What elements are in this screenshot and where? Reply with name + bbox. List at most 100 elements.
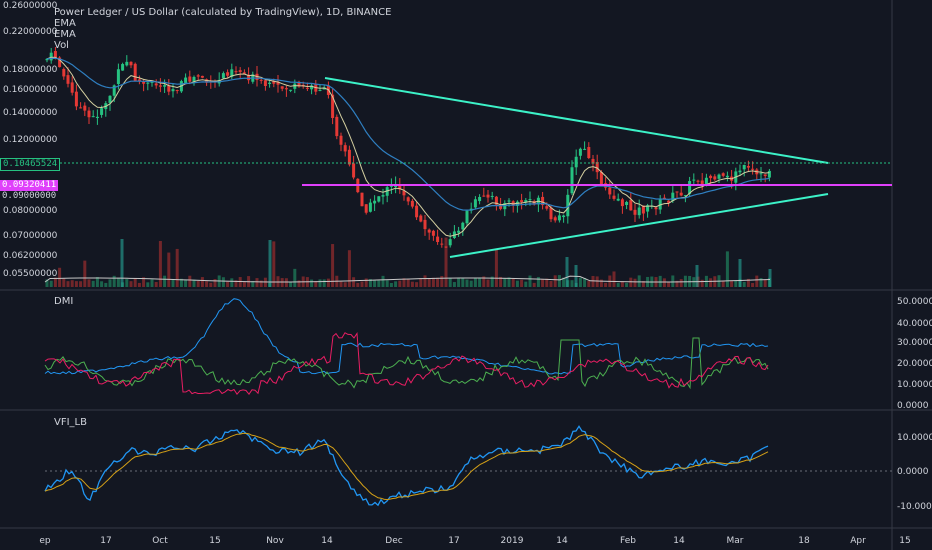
candle-body — [721, 173, 725, 176]
candle-body — [704, 177, 708, 186]
candle-body — [646, 205, 650, 212]
price-axis-label: 0.22000000 — [3, 27, 58, 37]
volume-bar — [45, 279, 49, 287]
candle-body — [272, 81, 276, 84]
volume-bar — [667, 281, 671, 287]
volume-bar — [637, 275, 641, 287]
candle-body — [616, 198, 620, 201]
volume-bar — [658, 275, 662, 287]
vfi-line — [44, 425, 769, 507]
volume-bar — [297, 280, 301, 287]
price-axis[interactable]: 0.26000000 0.22000000 0.18000000 0.16000000… — [3, 1, 58, 279]
time-axis-label: 17 — [100, 536, 111, 546]
volume-bar — [549, 280, 553, 287]
time-axis-label: Dec — [385, 536, 402, 546]
volume-bar — [104, 282, 108, 287]
volume-bar — [209, 282, 213, 287]
lower-trendline[interactable] — [449, 193, 829, 258]
ema-fast-legend[interactable]: EMA — [54, 18, 76, 29]
volume-bar — [511, 278, 515, 287]
ema-slow-legend[interactable]: EMA — [54, 29, 76, 40]
candle-body — [436, 236, 440, 243]
candle-body — [528, 199, 532, 201]
time-axis-label: 17 — [448, 536, 459, 546]
ema-lines — [46, 56, 770, 237]
ema-fast-line — [46, 56, 770, 237]
volume-bar — [595, 276, 599, 287]
volume-bar — [373, 280, 377, 287]
price-axis-label: 0.16000000 — [3, 85, 58, 95]
vfi-title[interactable]: VFI_LB — [54, 417, 87, 428]
volume-bar — [184, 279, 188, 287]
candle-body — [53, 50, 57, 58]
candle-body — [45, 58, 49, 61]
dmi-title[interactable]: DMI — [54, 296, 74, 307]
time-axis-label: Mar — [727, 536, 744, 546]
volume-bar — [700, 279, 704, 287]
candle-body — [373, 200, 377, 204]
candle-body — [49, 52, 53, 61]
volume-bar — [66, 281, 70, 287]
candle-body — [419, 215, 423, 222]
candle-body — [62, 68, 66, 77]
dmi-axis-label: 0.0000 — [897, 401, 929, 411]
dmi-axis-label: 30.0000 — [897, 338, 932, 348]
candle-body — [599, 172, 603, 185]
volume-bar — [331, 244, 335, 287]
candle-body — [520, 200, 524, 203]
volume-bar — [221, 277, 225, 287]
candle-body — [389, 185, 393, 187]
volume-legend[interactable]: Vol — [54, 40, 69, 51]
candle-body — [675, 191, 679, 193]
candle-body — [692, 179, 696, 181]
volume-bar — [494, 249, 498, 287]
time-axis-label: 2019 — [501, 536, 524, 546]
candle-body — [175, 90, 179, 92]
candle-body — [318, 89, 322, 91]
dmi-axis[interactable]: 50.0000 40.0000 30.0000 20.0000 10.0000 0.000… — [897, 297, 932, 411]
candle-body — [112, 85, 116, 96]
candle-body — [633, 209, 637, 215]
candle-body — [494, 196, 498, 205]
volume-bar — [675, 280, 679, 287]
volume-bar — [192, 279, 196, 287]
volume-bar — [158, 240, 162, 287]
volume-bar — [431, 277, 435, 287]
volume-bar — [238, 277, 242, 287]
volume-bar — [339, 281, 343, 287]
candle-body — [444, 246, 448, 248]
volume-bar — [419, 278, 423, 287]
candle-body — [129, 61, 133, 66]
volume-bar — [284, 278, 288, 287]
candle-body — [125, 61, 129, 66]
price-label-0.09: 0.09000000 — [0, 191, 59, 202]
candle-body — [423, 219, 427, 230]
candle-body — [79, 107, 83, 109]
volume-bar — [79, 281, 83, 287]
time-axis-label: 15 — [899, 536, 910, 546]
volume-bar — [709, 278, 713, 287]
vfi-lines — [44, 425, 769, 507]
volume-bar — [347, 250, 351, 287]
time-axis[interactable]: ep 17 Oct 15 Nov 14 Dec 17 2019 14 Feb 14 Mar 18 Apr 15 — [39, 536, 910, 546]
vfi-axis[interactable]: 10.0000 0.0000 -10.0000 — [897, 433, 932, 512]
candle-body — [335, 116, 339, 137]
volume-bar — [133, 278, 137, 287]
volume-bar — [389, 282, 393, 287]
volume-bar — [570, 280, 574, 287]
time-axis-label: Feb — [620, 536, 636, 546]
symbol-title[interactable]: Power Ledger / US Dollar (calculated by … — [54, 7, 392, 18]
dmi-axis-label: 20.0000 — [897, 359, 932, 369]
volume-bar — [578, 277, 582, 287]
candle-body — [154, 83, 158, 86]
candle-body — [268, 82, 272, 85]
volume-bar — [532, 282, 536, 287]
volume-bar — [171, 278, 175, 287]
volume-bar — [196, 280, 200, 287]
dmi-plus-line — [44, 337, 769, 390]
candle-body — [83, 105, 87, 111]
candle-body — [641, 205, 645, 214]
volume-bar — [356, 282, 360, 287]
upper-trendline[interactable] — [324, 77, 829, 164]
